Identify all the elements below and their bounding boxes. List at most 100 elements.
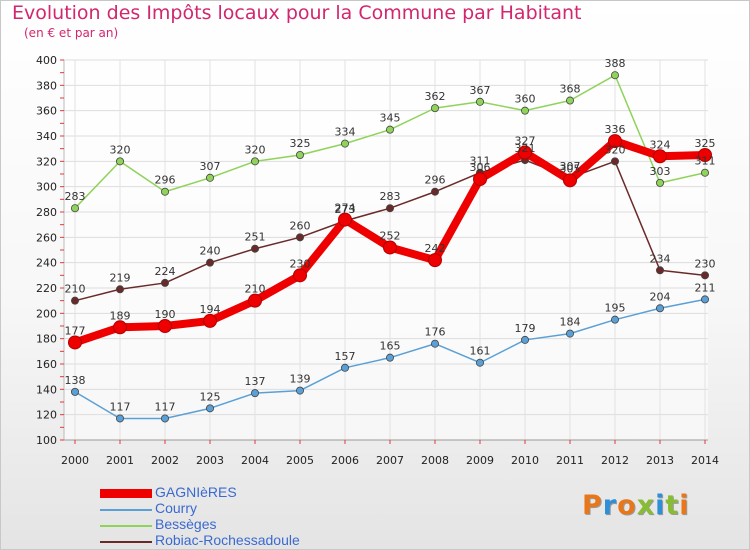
data-label-gagni-res: 242 <box>425 242 446 255</box>
data-point-robiac-rochessadoule <box>385 204 394 213</box>
x-tick-label: 2005 <box>286 454 314 467</box>
data-point-courry <box>430 339 439 348</box>
data-point-bess-ges <box>295 150 304 159</box>
y-tick-label: 180 <box>36 333 57 346</box>
y-tick-label: 240 <box>36 257 57 270</box>
data-label-robiac-rochessadoule: 219 <box>110 271 131 284</box>
data-label-bess-ges: 311 <box>695 155 716 168</box>
data-point-bess-ges <box>71 204 80 213</box>
data-point-gagni-res <box>518 145 532 160</box>
y-tick-label: 300 <box>36 181 57 194</box>
data-label-gagni-res: 274 <box>335 202 356 215</box>
chart-subtitle: (en € et par an) <box>24 26 119 40</box>
data-label-robiac-rochessadoule: 224 <box>155 265 176 278</box>
data-point-bess-ges <box>430 104 439 113</box>
x-tick-label: 2014 <box>691 454 719 467</box>
y-tick-label: 120 <box>36 409 57 422</box>
data-point-robiac-rochessadoule <box>430 187 439 196</box>
data-label-gagni-res: 190 <box>155 308 176 321</box>
data-point-robiac-rochessadoule <box>116 285 125 294</box>
data-point-courry <box>566 329 575 338</box>
data-label-robiac-rochessadoule: 210 <box>65 283 86 296</box>
data-label-courry: 117 <box>155 400 176 413</box>
data-label-courry: 204 <box>650 290 671 303</box>
legend-swatch <box>100 509 152 511</box>
logo-letter: i <box>655 490 666 521</box>
data-label-bess-ges: 345 <box>380 112 401 125</box>
data-point-courry <box>71 387 80 396</box>
data-label-courry: 138 <box>65 374 86 387</box>
data-label-gagni-res: 210 <box>245 283 266 296</box>
x-tick-label: 2011 <box>556 454 584 467</box>
y-tick-label: 220 <box>36 282 57 295</box>
data-point-gagni-res <box>608 134 622 149</box>
x-tick-label: 2007 <box>376 454 404 467</box>
y-tick-label: 260 <box>36 231 57 244</box>
data-label-gagni-res: 336 <box>605 123 626 136</box>
data-point-gagni-res <box>68 335 82 350</box>
data-point-bess-ges <box>250 157 259 166</box>
chart-title: Evolution des Impôts locaux pour la Comm… <box>12 2 582 24</box>
legend-swatch <box>100 489 152 498</box>
data-point-robiac-rochessadoule <box>701 271 710 280</box>
logo-letter: P <box>582 490 603 521</box>
data-point-gagni-res <box>338 212 352 227</box>
data-label-courry: 137 <box>245 375 266 388</box>
data-point-gagni-res <box>293 268 307 283</box>
y-tick-label: 200 <box>36 307 57 320</box>
data-point-robiac-rochessadoule <box>71 296 80 305</box>
data-label-gagni-res: 252 <box>380 229 401 242</box>
legend-label: Bessèges <box>155 516 217 532</box>
data-point-robiac-rochessadoule <box>205 258 214 267</box>
data-point-gagni-res <box>203 313 217 328</box>
x-tick-label: 2000 <box>61 454 89 467</box>
data-label-bess-ges: 362 <box>425 90 446 103</box>
y-tick-label: 360 <box>36 105 57 118</box>
data-label-courry: 176 <box>425 326 446 339</box>
legend-swatch <box>100 525 152 527</box>
data-point-courry <box>250 389 259 398</box>
legend-swatch <box>100 541 152 543</box>
data-point-courry <box>205 404 214 413</box>
y-tick-label: 160 <box>36 358 57 371</box>
data-label-courry: 161 <box>470 345 491 358</box>
data-label-robiac-rochessadoule: 296 <box>425 174 446 187</box>
data-point-bess-ges <box>656 178 665 187</box>
data-label-bess-ges: 367 <box>470 84 491 97</box>
data-point-gagni-res <box>428 253 442 268</box>
data-label-bess-ges: 307 <box>200 160 221 173</box>
x-tick-label: 2003 <box>196 454 224 467</box>
y-tick-label: 280 <box>36 206 57 219</box>
data-point-bess-ges <box>340 139 349 148</box>
data-label-courry: 211 <box>695 281 716 294</box>
data-point-courry <box>116 414 125 423</box>
data-point-courry <box>701 295 710 304</box>
data-label-robiac-rochessadoule: 321 <box>515 142 536 155</box>
y-tick-label: 340 <box>36 130 57 143</box>
data-label-bess-ges: 368 <box>560 83 581 96</box>
data-point-bess-ges <box>701 168 710 177</box>
y-tick-label: 320 <box>36 155 57 168</box>
x-tick-label: 2008 <box>421 454 449 467</box>
data-point-bess-ges <box>521 106 530 115</box>
data-label-bess-ges: 320 <box>110 143 131 156</box>
data-point-gagni-res <box>473 172 487 187</box>
data-label-gagni-res: 194 <box>200 303 221 316</box>
y-tick-label: 400 <box>36 54 57 67</box>
data-point-bess-ges <box>385 125 394 134</box>
proxiti-logo: Proxiti <box>582 490 690 521</box>
data-point-gagni-res <box>383 240 397 255</box>
legend-label: GAGNIèRES <box>155 484 237 500</box>
x-tick-label: 2006 <box>331 454 359 467</box>
data-label-courry: 117 <box>110 400 131 413</box>
data-point-robiac-rochessadoule <box>656 266 665 275</box>
data-label-bess-ges: 360 <box>515 93 536 106</box>
data-label-robiac-rochessadoule: 260 <box>290 219 311 232</box>
data-point-courry <box>475 358 484 367</box>
data-label-robiac-rochessadoule: 234 <box>650 252 671 265</box>
logo-letter: i <box>679 490 690 521</box>
logo-letter: t <box>665 490 680 521</box>
data-label-bess-ges: 283 <box>65 190 86 203</box>
data-label-courry: 157 <box>335 350 356 363</box>
